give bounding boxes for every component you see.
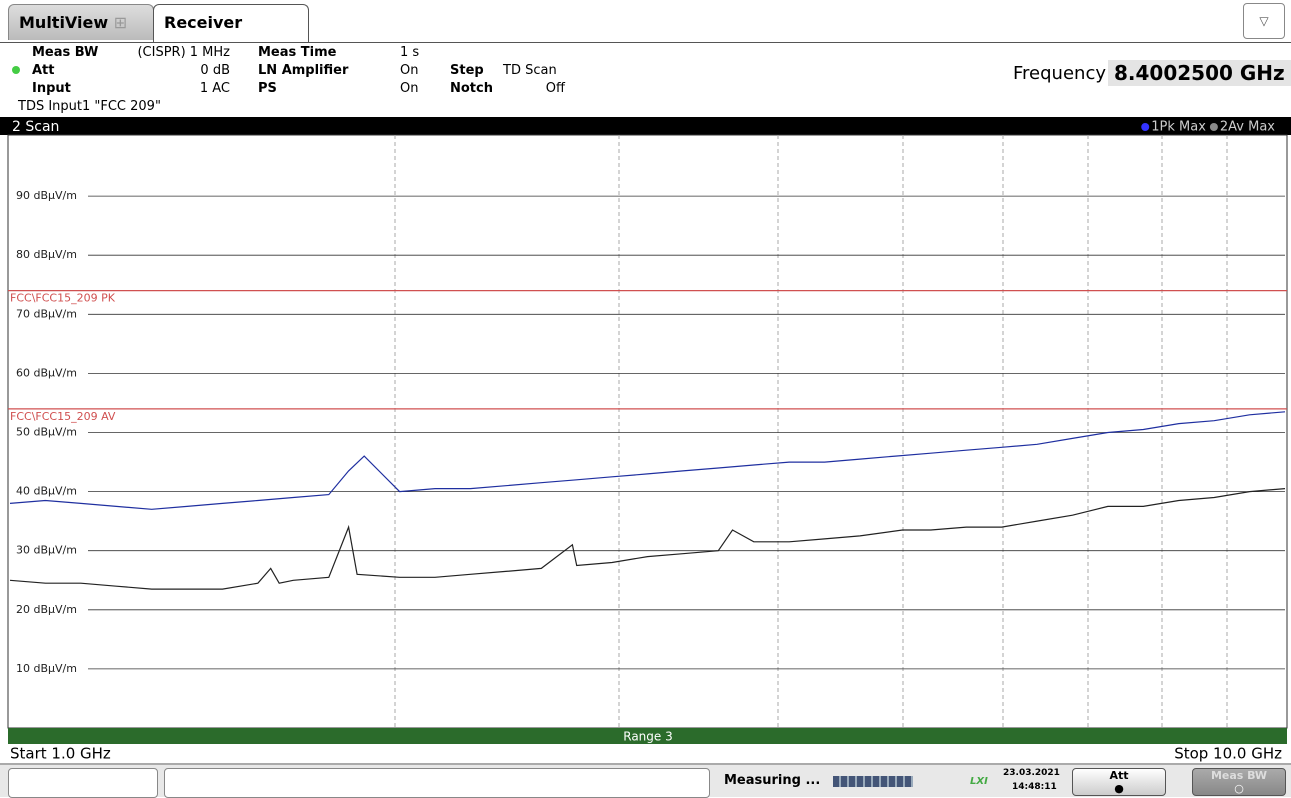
range-label: Range 3 bbox=[623, 730, 672, 744]
window-title: 2 Scan bbox=[12, 119, 59, 135]
setting-label: Input bbox=[32, 81, 71, 96]
dropdown[interactable]: ▽ bbox=[1243, 3, 1285, 39]
button-label: Meas BW bbox=[1210, 769, 1268, 782]
y-tick-label: 80 dBµV/m bbox=[16, 248, 77, 261]
window-bar bbox=[0, 117, 1291, 135]
tab[interactable]: Receiver bbox=[153, 4, 309, 43]
legend-label: 1Pk Max bbox=[1151, 120, 1206, 135]
date: 23.03.2021 bbox=[1003, 768, 1060, 778]
stop-label: Stop 10.0 GHz bbox=[1174, 745, 1282, 763]
setting-label: PS bbox=[258, 81, 277, 96]
trace bbox=[9, 411, 1286, 510]
setting-value: On bbox=[400, 81, 419, 96]
tab-label: Receiver bbox=[164, 13, 243, 32]
status-text: Measuring ... bbox=[724, 773, 821, 788]
start-label: Start 1.0 GHz bbox=[10, 745, 111, 763]
setting-value: (CISPR) 1 MHz bbox=[137, 45, 230, 60]
tab[interactable]: MultiView ⊞ bbox=[8, 4, 154, 40]
trace bbox=[9, 488, 1286, 590]
divider bbox=[0, 42, 1291, 43]
y-tick-label: 20 dBµV/m bbox=[16, 603, 77, 616]
y-tick-label: 50 dBµV/m bbox=[16, 426, 77, 439]
tab-label: MultiView bbox=[19, 13, 109, 32]
range-bar bbox=[8, 728, 1287, 744]
frequency-label: Frequency bbox=[1013, 63, 1106, 84]
setting-value: 1 AC bbox=[199, 81, 230, 96]
indicator bbox=[12, 66, 20, 74]
transducer: TDS Input1 "FCC 209" bbox=[18, 99, 161, 114]
y-tick-label: 60 dBµV/m bbox=[16, 366, 77, 379]
softkey[interactable] bbox=[8, 768, 158, 798]
legend-swatch bbox=[1141, 123, 1150, 131]
plot-area bbox=[7, 134, 1288, 729]
button-label: Att bbox=[1109, 769, 1129, 782]
time: 14:48:11 bbox=[1012, 782, 1057, 792]
setting-label: Notch bbox=[450, 81, 493, 96]
lxi-logo: LXI bbox=[970, 776, 988, 787]
setting-value: 1 s bbox=[400, 45, 420, 60]
limit-label: FCC\FCC15_209 PK bbox=[10, 292, 116, 305]
setting-label: Att bbox=[32, 63, 55, 78]
y-tick-label: 70 dBµV/m bbox=[16, 307, 77, 320]
setting-label: Step bbox=[450, 63, 484, 78]
button[interactable]: Att ● bbox=[1072, 768, 1166, 796]
progress bbox=[833, 776, 913, 787]
setting-label: LN Amplifier bbox=[258, 63, 349, 78]
frequency-value: 8.4002500 GHz bbox=[1108, 60, 1291, 86]
y-tick-label: 90 dBµV/m bbox=[16, 189, 77, 202]
legend-label: 2Av Max bbox=[1220, 120, 1275, 135]
limit-label: FCC\FCC15_209 AV bbox=[10, 410, 116, 423]
legend-swatch bbox=[1209, 123, 1218, 131]
y-tick-label: 40 dBµV/m bbox=[16, 485, 77, 498]
setting-label: Meas Time bbox=[258, 45, 337, 60]
y-tick-label: 10 dBµV/m bbox=[16, 662, 77, 675]
setting-label: Meas BW bbox=[32, 45, 99, 60]
setting-value: Off bbox=[545, 81, 565, 96]
message-field bbox=[164, 768, 710, 798]
setting-value: On bbox=[400, 63, 419, 78]
range-boundaries bbox=[394, 135, 1228, 728]
chart: 2 Scan Range 3 Start 1.0 GHz Stop 10.0 G… bbox=[0, 117, 1291, 765]
y-tick-label: 30 dBµV/m bbox=[16, 544, 77, 557]
setting-value: TD Scan bbox=[503, 63, 557, 78]
setting-value: 0 dB bbox=[200, 63, 230, 78]
button[interactable]: Meas BW ○ bbox=[1192, 768, 1286, 796]
